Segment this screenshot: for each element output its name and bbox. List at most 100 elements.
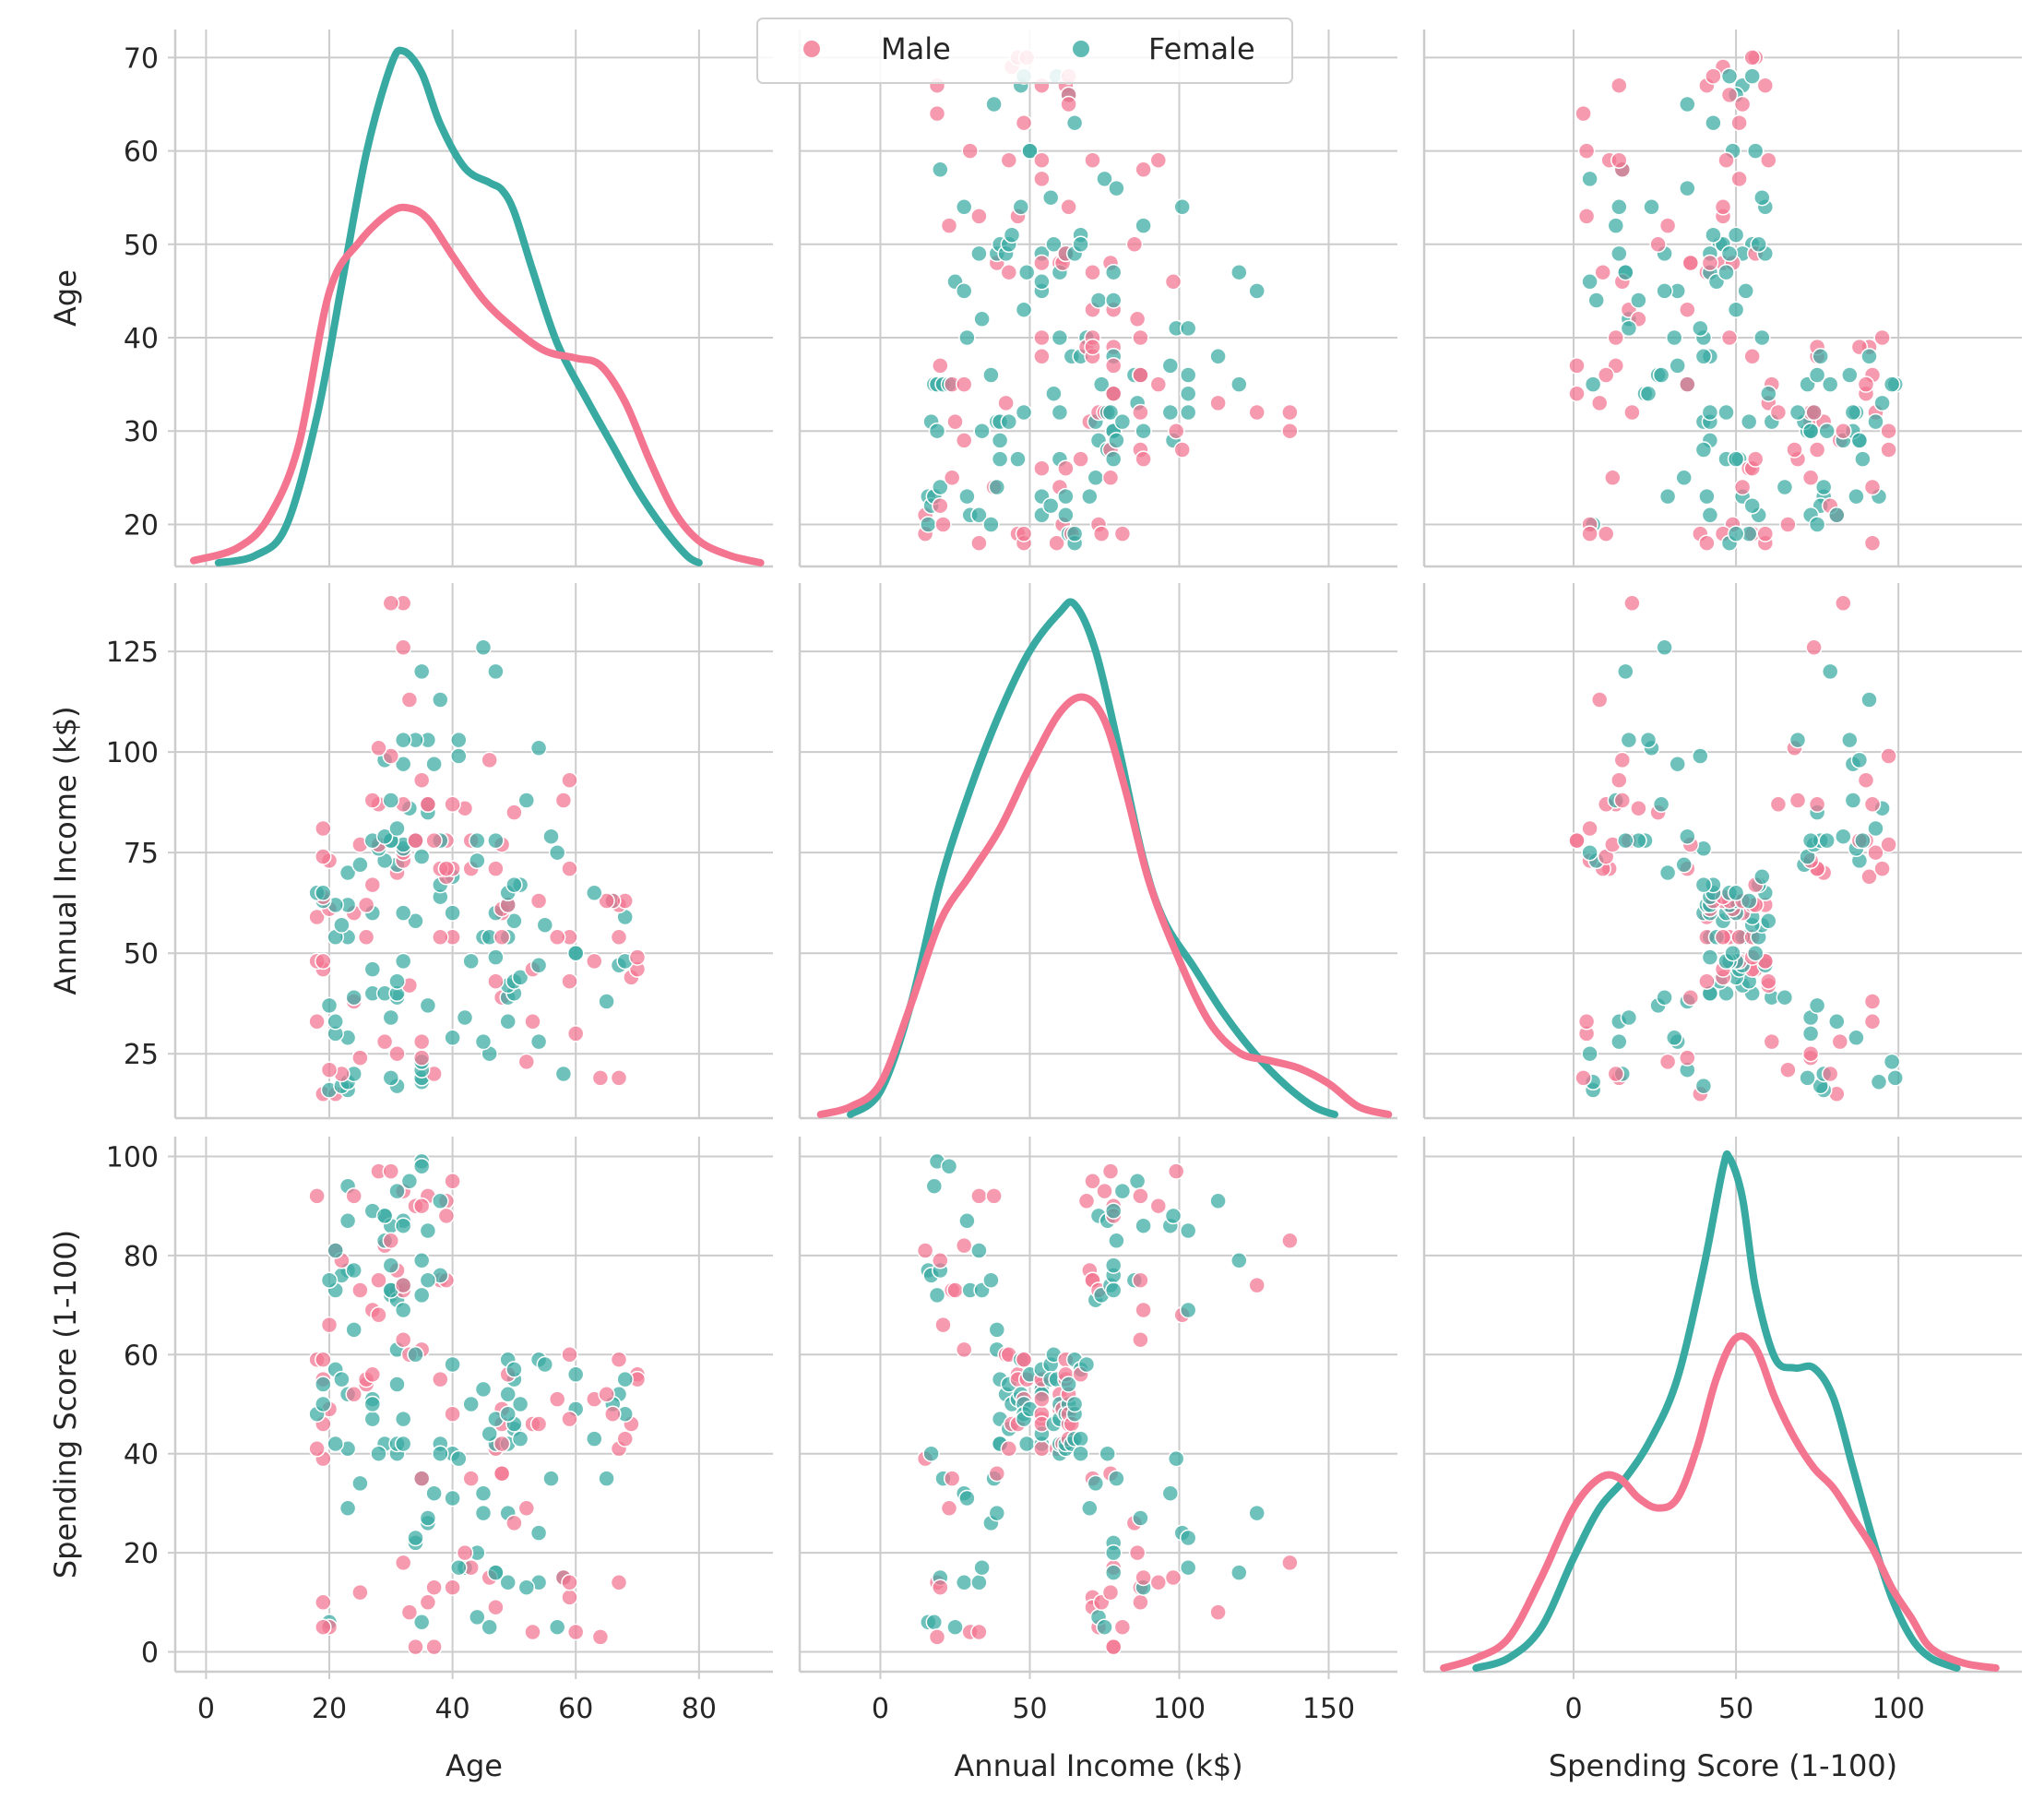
scatter-point-female <box>1033 273 1051 291</box>
scatter-point-female <box>1669 357 1686 375</box>
scatter-point-female <box>970 1242 988 1259</box>
scatter-point-male <box>1000 263 1018 281</box>
scatter-point-male <box>1860 868 1878 886</box>
scatter-point-female <box>548 1618 566 1636</box>
scatter-point-female <box>1675 856 1693 874</box>
scatter-point-female <box>1620 319 1638 338</box>
scatter-point-female <box>425 755 443 773</box>
scatter-point-male <box>407 831 424 850</box>
scatter-point-male <box>1658 1053 1677 1071</box>
x-tick-label: 80 <box>682 1693 717 1725</box>
scatter-point-female <box>1788 731 1807 749</box>
scatter-point-male <box>487 860 505 877</box>
kde-curve-female <box>214 46 703 566</box>
scatter-point-female <box>586 884 603 902</box>
scatter-point-female <box>1753 868 1771 886</box>
panel-spending-score-1-100-vs-age: 0 20 40 60 80 100 Spending Score (1-100) 0 20 40 6… <box>48 1137 773 1783</box>
panel-age-vs-spending-score-1-100 <box>1422 30 2022 568</box>
scatter-point-female <box>1656 638 1673 657</box>
scatter-point-male <box>1880 441 1897 459</box>
scatter-point-male <box>955 1236 973 1255</box>
scatter-point-female <box>932 161 949 179</box>
scatter-point-female <box>407 1529 424 1547</box>
scatter-point-female <box>1883 375 1901 393</box>
scatter-point-female <box>1021 142 1039 160</box>
scatter-point-female <box>529 957 548 974</box>
y-axis-title: Annual Income (k$) <box>48 706 83 995</box>
scatter-point-female <box>1108 1470 1125 1487</box>
scatter-point-female <box>394 1217 412 1234</box>
scatter-point-female <box>1828 506 1846 524</box>
scatter-point-male <box>970 1623 988 1641</box>
scatter-point-female <box>487 1564 505 1581</box>
scatter-point-male <box>1733 478 1752 496</box>
scatter-point-male <box>934 1316 952 1334</box>
scatter-point-male <box>1682 988 1700 1007</box>
scatter-point-male <box>1149 1574 1168 1591</box>
scatter-point-female <box>469 831 486 850</box>
scatter-point-male <box>1746 450 1765 468</box>
y-tick-label: 100 <box>106 737 159 769</box>
scatter-point-female <box>1017 263 1036 281</box>
scatter-point-female <box>394 731 412 749</box>
scatter-point-female <box>1161 1484 1180 1502</box>
scatter-point-female <box>1065 525 1084 542</box>
scatter-point-female <box>1656 282 1673 300</box>
scatter-point-female <box>1065 113 1084 132</box>
scatter-point-male <box>412 1049 431 1066</box>
scatter-point-female <box>1854 831 1872 850</box>
scatter-point-male <box>1577 142 1596 160</box>
legend-marker-male <box>803 41 820 57</box>
scatter-point-female <box>1230 1252 1248 1269</box>
y-tick-label: 70 <box>124 42 159 75</box>
scatter-point-female <box>432 1192 449 1210</box>
scatter-point-female <box>955 198 973 216</box>
scatter-point-male <box>444 1173 461 1190</box>
scatter-point-male <box>345 1187 362 1205</box>
scatter-point-male <box>955 432 973 449</box>
scatter-point-male <box>1132 403 1149 422</box>
scatter-point-male <box>517 1499 536 1518</box>
scatter-point-male <box>1149 1197 1168 1215</box>
scatter-point-female <box>505 912 523 930</box>
scatter-point-female <box>1850 751 1869 769</box>
scatter-point-male <box>1863 478 1882 496</box>
scatter-point-female <box>616 1370 634 1388</box>
scatter-point-male <box>394 1276 412 1294</box>
scatter-point-male <box>419 795 437 814</box>
scatter-point-female <box>1041 496 1060 515</box>
scatter-point-female <box>925 1177 944 1195</box>
y-tick-label: 80 <box>124 1241 159 1273</box>
scatter-point-male <box>444 1405 461 1423</box>
y-tick-label: 20 <box>124 1538 159 1570</box>
scatter-point-female <box>1104 1257 1123 1274</box>
scatter-point-female <box>425 1484 443 1502</box>
scatter-point-female <box>444 1029 461 1047</box>
scatter-point-male <box>1610 151 1628 169</box>
scatter-point-female <box>1060 1376 1077 1393</box>
scatter-point-male <box>407 1638 424 1656</box>
scatter-point-female <box>1096 1618 1113 1636</box>
scatter-point-female <box>598 993 615 1010</box>
scatter-point-male <box>1132 366 1149 384</box>
scatter-point-female <box>1581 170 1598 188</box>
scatter-point-male <box>493 1464 511 1483</box>
scatter-point-male <box>1658 217 1677 234</box>
scatter-point-male <box>561 771 578 789</box>
scatter-point-female <box>1692 747 1709 765</box>
scatter-point-female <box>1727 525 1745 542</box>
scatter-point-male <box>1092 525 1111 542</box>
scatter-point-male <box>943 1470 961 1487</box>
scatter-point-female <box>542 828 560 845</box>
scatter-point-female <box>1092 375 1111 393</box>
scatter-point-female <box>1108 432 1125 449</box>
kde-curve-male <box>816 693 1393 1118</box>
scatter-point-male <box>1788 792 1807 809</box>
scatter-point-female <box>1717 403 1735 422</box>
scatter-point-male <box>955 375 973 393</box>
x-axis-title: Annual Income (k$) <box>954 1748 1242 1783</box>
scatter-point-female <box>1104 1564 1123 1581</box>
scatter-point-male <box>308 1013 326 1031</box>
scatter-point-female <box>1135 217 1152 234</box>
scatter-point-female <box>499 1386 517 1403</box>
